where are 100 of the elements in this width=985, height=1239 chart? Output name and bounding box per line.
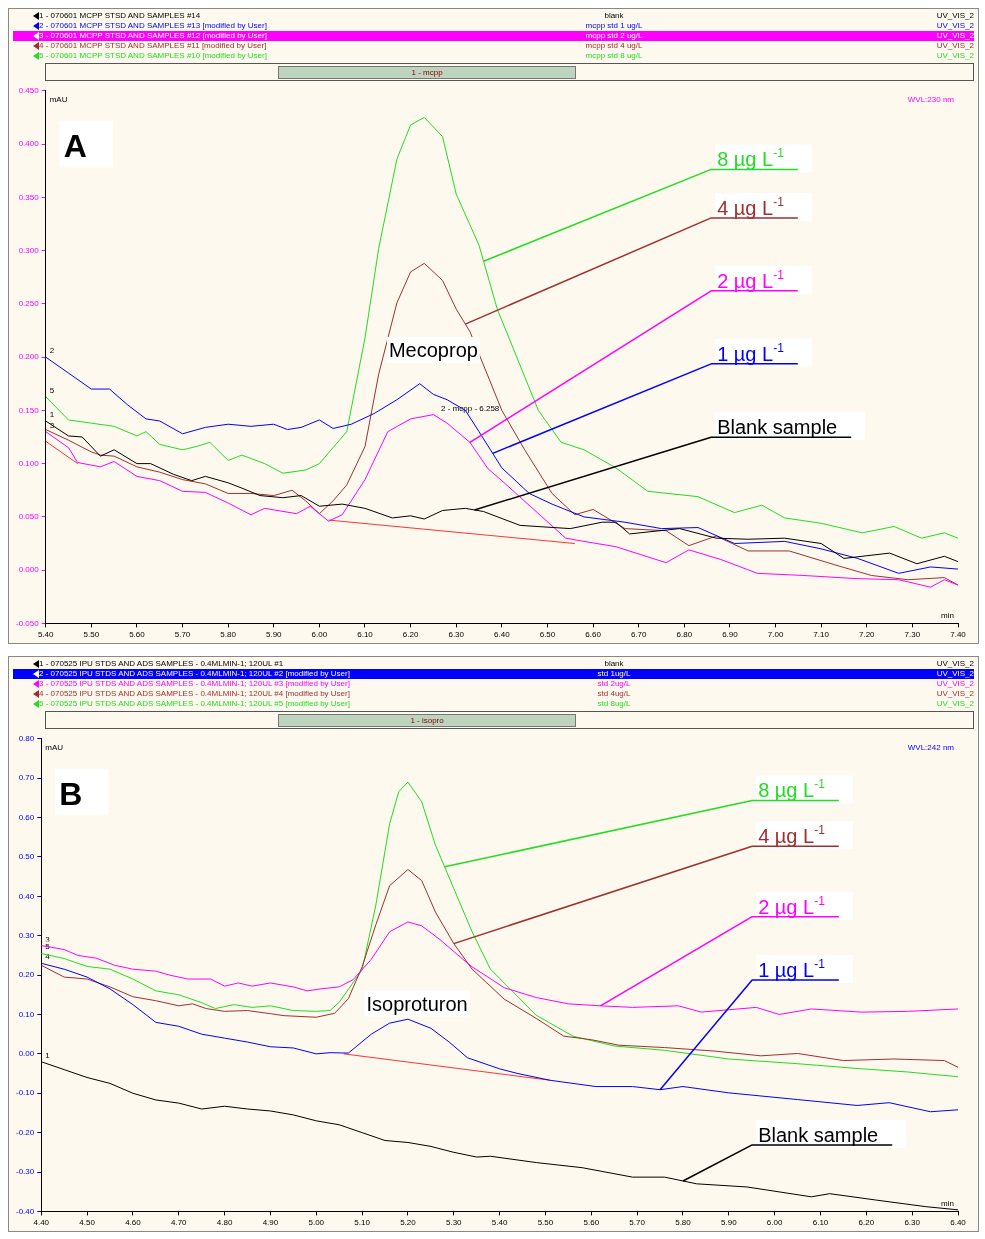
text: 1 - 070601 MCPP STSD AND SAMPLES #14 [39, 11, 202, 21]
x-tick-label: 5.80 [220, 630, 237, 640]
text: Blank sample [758, 1123, 879, 1146]
text: 4 - 070601 MCPP STSD AND SAMPLES #11 [modified by User] [39, 41, 268, 51]
x-tick-label: 6.90 [722, 630, 739, 640]
text: UV_VIS_2 [935, 11, 974, 21]
text: std 8ug/L [596, 699, 632, 709]
y-tick-label: 0.00 [18, 1049, 35, 1059]
x-tick-label: 5.80 [675, 1218, 692, 1228]
annotation: 2 [49, 346, 55, 356]
y-tick-label: 0.400 [18, 139, 40, 149]
x-tick-label: 5.70 [629, 1218, 646, 1228]
x-axis-title: min [941, 1199, 954, 1209]
text: UV_VIS_2 [935, 41, 974, 51]
text: 3 - 070601 MCPP STSD AND SAMPLES #12 [modified by User] [39, 31, 268, 41]
y-tick-label: 0.250 [18, 299, 40, 309]
text: 5 - 070525 IPU STDS AND ADS SAMPLES - 0.4MLMIN-1; 120UL #5 [modified by User] [39, 699, 351, 709]
x-tick-label: 5.90 [265, 630, 283, 640]
text: UV_VIS_2 [935, 669, 974, 679]
annotation: B [59, 775, 83, 812]
y-tick-label: 0.100 [18, 458, 40, 468]
x-tick-label: 4.40 [33, 1218, 50, 1228]
x-tick-label: 7.40 [950, 630, 967, 640]
x-tick-label: 6.40 [950, 1218, 967, 1228]
x-tick-label: 5.40 [491, 1218, 508, 1228]
x-tick-label: 4.70 [170, 1218, 188, 1228]
text: 1 - mcpp [277, 66, 577, 79]
x-tick-label: 5.10 [354, 1218, 371, 1228]
text: 5 - 070601 MCPP STSD AND SAMPLES #10 [modified by User] [39, 51, 268, 61]
y-tick-label: -0.30 [16, 1167, 35, 1177]
x-tick-label: 7.20 [858, 630, 876, 640]
text: UV_VIS_2 [935, 51, 974, 61]
x-tick-label: 5.00 [308, 1218, 325, 1228]
text: 4 - 070525 IPU STDS AND ADS SAMPLES - 0.4MLMIN-1; 120UL #4 [modified by User] [39, 689, 351, 699]
x-tick-label: 5.70 [174, 630, 191, 640]
x-tick-label: 5.60 [129, 630, 146, 640]
y-tick-label: 0.50 [18, 852, 35, 862]
text: 2 - 070601 MCPP STSD AND SAMPLES #13 [modified by User] [39, 21, 268, 31]
y-tick-label: 0.150 [18, 405, 40, 415]
text: UV_VIS_2 [935, 699, 974, 709]
text: mcpp std 8 ug/L [584, 51, 644, 61]
x-tick-label: 6.50 [539, 630, 556, 640]
y-tick-label: 0.80 [18, 734, 35, 743]
y-tick-label: 0.60 [18, 812, 35, 822]
x-tick-label: 5.60 [583, 1218, 600, 1228]
text: std 1ug/L [596, 669, 632, 679]
text: std 4ug/L [596, 689, 632, 699]
x-axis-title: min [941, 611, 954, 621]
x-tick-label: 4.90 [262, 1218, 279, 1228]
x-tick-label: 5.90 [721, 1218, 738, 1228]
annotation: 3 [45, 934, 51, 944]
text: 1 - 070525 IPU STDS AND ADS SAMPLES - 0.4MLMIN-1; 120UL #1 [39, 659, 285, 669]
x-tick-label: 5.20 [400, 1218, 417, 1228]
y-tick-label: -0.40 [16, 1206, 35, 1216]
annotation: 1 [45, 1050, 51, 1060]
text: 2 - 070525 IPU STDS AND ADS SAMPLES - 0.4MLMIN-1; 120UL #2 [modified by User] [39, 669, 351, 679]
text: std 2ug/L [596, 679, 632, 689]
text: UV_VIS_2 [935, 659, 974, 669]
y-tick-label: 0.450 [18, 86, 40, 95]
y-tick-label: 0.10 [18, 1009, 35, 1019]
x-tick-label: 5.30 [445, 1218, 463, 1228]
text: UV_VIS_2 [935, 31, 974, 41]
y-axis-title: mAU [45, 742, 64, 752]
text: mcpp std 2 ug/L [584, 31, 644, 41]
x-tick-label: 6.20 [402, 630, 419, 640]
annotation: Isoproturon [366, 992, 468, 1015]
text: UV_VIS_2 [935, 689, 974, 699]
text: UV_VIS_2 [935, 21, 974, 31]
annotation: 3 [49, 420, 55, 430]
y-tick-label: -0.10 [16, 1088, 35, 1098]
x-tick-label: 5.50 [537, 1218, 554, 1228]
annotation: 5 [45, 942, 51, 952]
text: blank [603, 11, 625, 21]
y-tick-label: 0.70 [18, 773, 35, 783]
y-tick-label: 0.40 [18, 891, 35, 901]
x-tick-label: 4.60 [125, 1218, 142, 1228]
text: 1 - isopro [277, 714, 577, 727]
x-tick-label: 6.80 [676, 630, 693, 640]
text: blank [603, 659, 625, 669]
x-tick-label: 7.00 [767, 630, 784, 640]
x-tick-label: 5.50 [83, 630, 100, 640]
annotation: A [63, 127, 87, 164]
x-tick-label: 6.30 [448, 630, 465, 640]
y-tick-label: 0.000 [18, 565, 40, 575]
x-tick-label: 6.10 [357, 630, 374, 640]
annotation: 1 [49, 410, 55, 420]
annotation: 4 [45, 952, 51, 962]
text: mcpp std 4 ug/L [584, 41, 644, 51]
x-tick-label: 6.20 [858, 1218, 875, 1228]
y-tick-label: 0.050 [18, 512, 40, 522]
y-tick-label: 0.20 [18, 970, 35, 980]
y-tick-label: 0.350 [18, 192, 40, 202]
x-tick-label: 7.30 [904, 630, 921, 640]
text: Blank sample [717, 416, 838, 439]
y-tick-label: 0.300 [18, 245, 40, 255]
x-tick-label: 4.80 [216, 1218, 233, 1228]
x-tick-label: 6.00 [766, 1218, 783, 1228]
annotation: Mecoprop [388, 339, 478, 362]
y-tick-label: 0.30 [18, 930, 35, 940]
y-tick-label: -0.20 [16, 1127, 35, 1137]
